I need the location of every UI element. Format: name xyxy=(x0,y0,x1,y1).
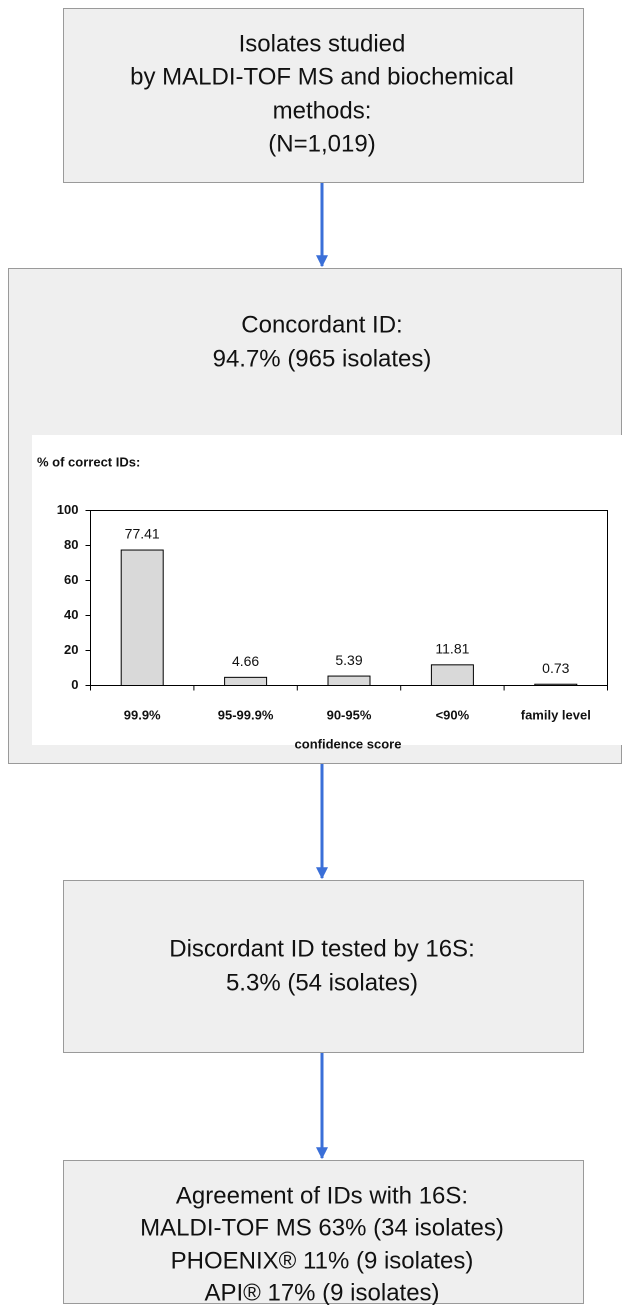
node-text: MALDI-TOF MS 63% (34 isolates) xyxy=(140,1214,504,1241)
y-tick-label: 0 xyxy=(71,677,78,692)
node-text: Concordant ID: xyxy=(241,311,402,338)
y-tick-label: 60 xyxy=(64,572,78,587)
y-tick-label: 80 xyxy=(64,537,78,552)
node-text: API® 17% (9 isolates) xyxy=(204,1279,439,1305)
chart-background xyxy=(32,435,622,745)
y-tick-label: 20 xyxy=(64,642,78,657)
x-tick-label: family level xyxy=(521,707,591,722)
node-text: 5.3% (54 isolates) xyxy=(226,969,418,996)
value-label: 4.66 xyxy=(232,653,259,669)
node-text: Discordant ID tested by 16S: xyxy=(169,935,474,962)
node-text: 94.7% (965 isolates) xyxy=(213,345,432,372)
x-tick-label: 90-95% xyxy=(327,707,372,722)
node-box xyxy=(63,8,584,183)
x-tick-label: <90% xyxy=(436,707,470,722)
bar xyxy=(430,664,474,687)
bar xyxy=(120,549,164,686)
y-tick-label: 100 xyxy=(57,502,79,517)
bar xyxy=(327,675,371,687)
bar xyxy=(224,676,268,686)
x-tick-label: 95-99.9% xyxy=(218,707,274,722)
node-text: Isolates studied xyxy=(239,30,406,57)
value-label: 5.39 xyxy=(335,652,362,668)
value-label: 77.41 xyxy=(125,526,160,542)
node-text: by MALDI-TOF MS and biochemical xyxy=(130,63,514,90)
node-text: Agreement of IDs with 16S: xyxy=(176,1182,468,1209)
value-label: 11.81 xyxy=(435,641,469,657)
y-tick-label: 40 xyxy=(64,607,78,622)
bar xyxy=(534,683,578,686)
node-text: (N=1,019) xyxy=(268,130,375,157)
value-label: 0.73 xyxy=(542,660,569,676)
node-box xyxy=(63,880,584,1053)
node-text: methods: xyxy=(273,97,372,124)
x-axis-label: confidence score xyxy=(295,736,402,751)
chart-title: % of correct IDs: xyxy=(37,454,140,469)
x-tick-label: 99.9% xyxy=(124,707,161,722)
node-box xyxy=(63,1160,584,1304)
node-text: PHOENIX® 11% (9 isolates) xyxy=(171,1247,474,1274)
